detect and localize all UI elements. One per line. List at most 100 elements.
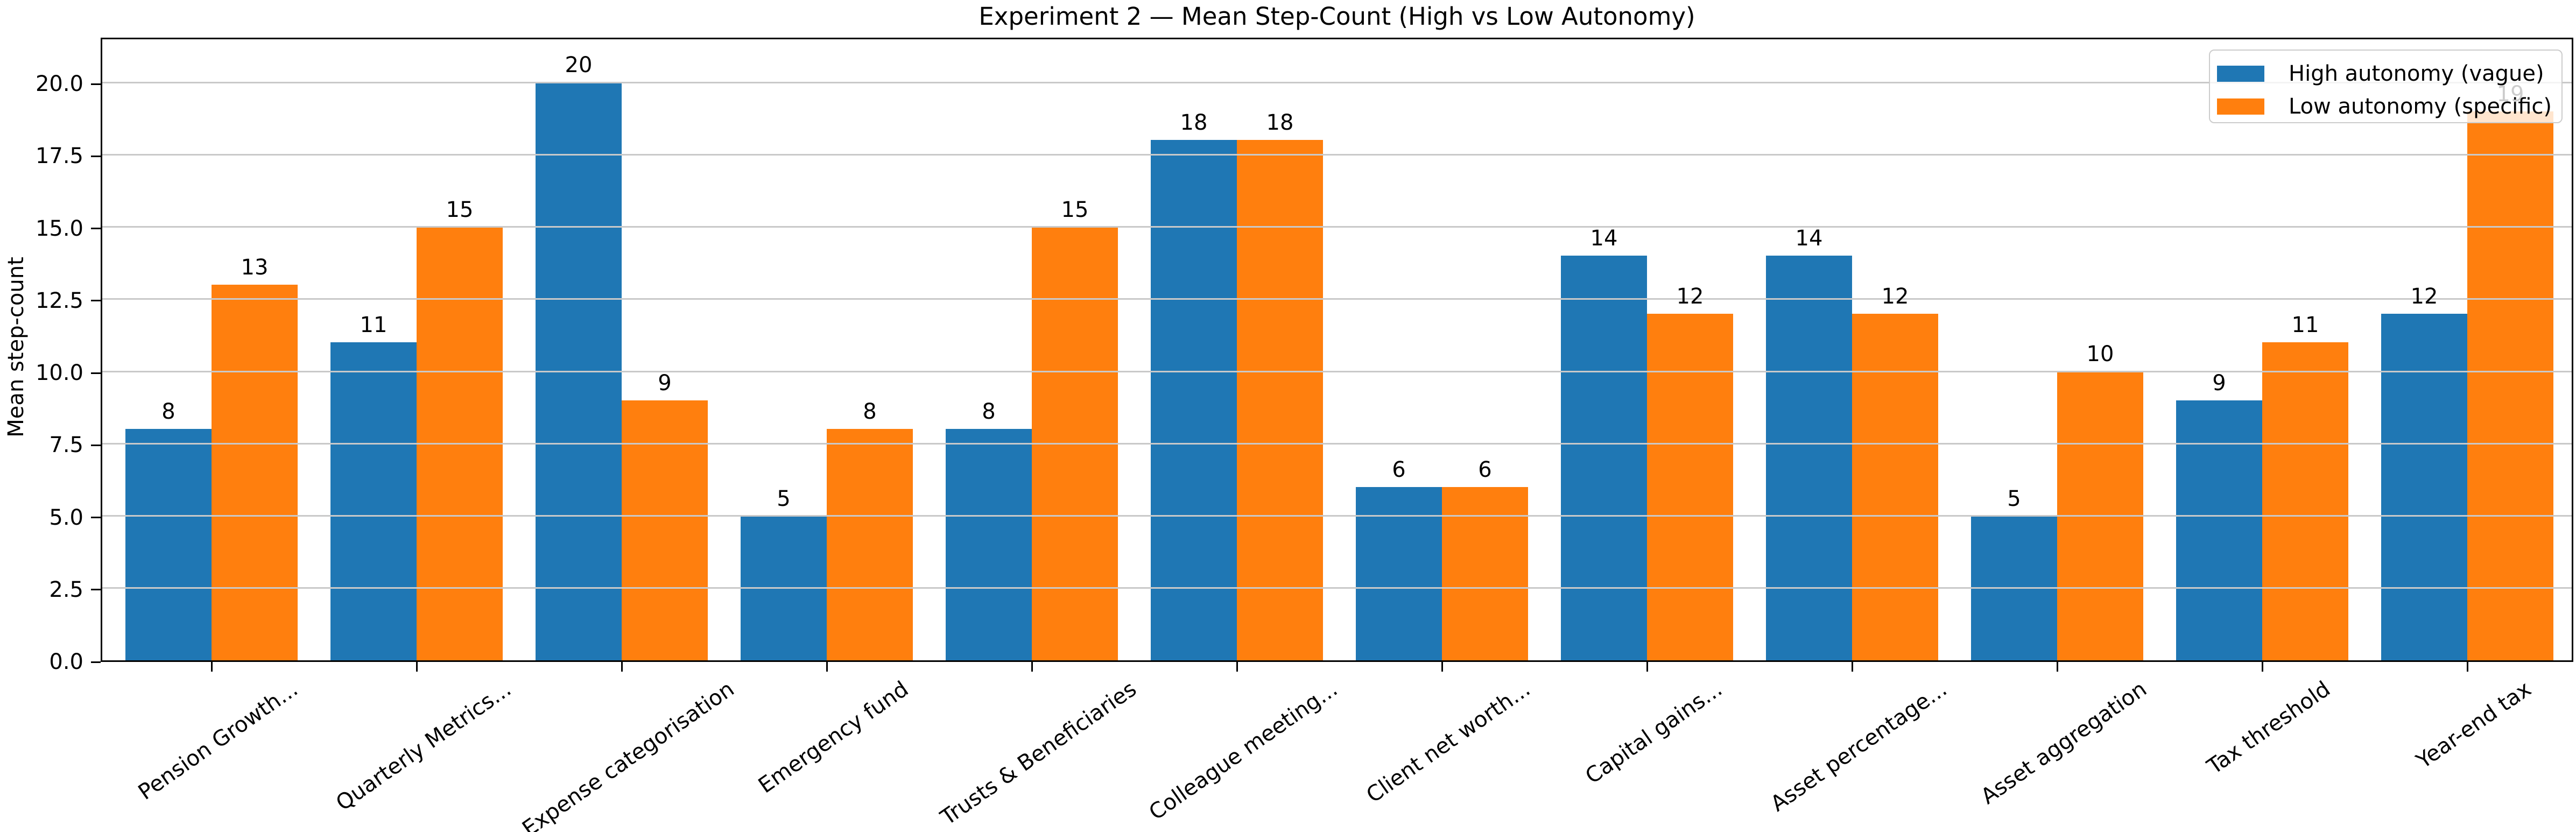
x-tick-label: Asset percentage... <box>1766 676 1952 817</box>
bar-value-label: 18 <box>1266 110 1294 136</box>
bar-value-label: 6 <box>1392 457 1406 482</box>
x-tick-label: Expense categorisation <box>518 676 739 832</box>
gridline <box>102 515 2572 517</box>
bar-value-label: 8 <box>863 399 877 425</box>
y-tick <box>91 589 101 591</box>
bar-value-label: 12 <box>2410 284 2438 309</box>
bar-value-label: 14 <box>1590 226 1618 251</box>
x-tick-label: Tax threshold <box>2203 676 2335 780</box>
x-tick <box>1441 662 1443 672</box>
x-tick <box>1851 662 1853 672</box>
y-tick <box>91 300 101 302</box>
bar-value-label: 12 <box>1881 284 1909 309</box>
x-tick <box>1646 662 1648 672</box>
bar-high-autonomy <box>1356 486 1442 660</box>
y-tick <box>91 444 101 446</box>
bar-value-label: 10 <box>2086 342 2114 366</box>
x-tick-label: Quarterly Metrics... <box>331 676 516 816</box>
chart-title: Experiment 2 — Mean Step-Count (High vs … <box>979 2 1695 31</box>
bar-low-autonomy <box>2262 342 2348 660</box>
x-tick <box>1031 662 1033 672</box>
bar-value-label: 11 <box>2291 313 2319 338</box>
bar-value-label: 9 <box>658 370 672 396</box>
legend-swatch <box>2217 98 2264 115</box>
y-tick <box>91 155 101 157</box>
bar-high-autonomy <box>1766 256 1852 660</box>
bar-low-autonomy <box>1442 486 1528 660</box>
legend-label: High autonomy (vague) <box>2289 61 2544 86</box>
bar-value-label: 15 <box>446 197 474 222</box>
y-tick <box>91 517 101 518</box>
y-tick <box>91 661 101 663</box>
legend-swatch <box>2217 65 2264 82</box>
bar-value-label: 5 <box>777 486 791 511</box>
bar-high-autonomy <box>2176 400 2262 660</box>
legend: High autonomy (vague) Low autonomy (speci… <box>2209 50 2563 123</box>
bar-high-autonomy <box>1151 140 1237 660</box>
legend-entry: High autonomy (vague) <box>2217 57 2561 90</box>
bar-low-autonomy <box>1647 313 1733 660</box>
bar-high-autonomy <box>946 429 1032 660</box>
x-tick <box>826 662 828 672</box>
bar-value-label: 6 <box>1478 457 1492 482</box>
bar-high-autonomy <box>1561 256 1647 660</box>
bar-low-autonomy <box>1852 313 1938 660</box>
y-tick <box>91 83 101 85</box>
gridline <box>102 298 2572 300</box>
gridline <box>102 81 2572 83</box>
bar-low-autonomy <box>827 429 913 660</box>
bar-value-label: 5 <box>2007 486 2021 511</box>
gridline <box>102 226 2572 228</box>
x-tick-label: Client net worth... <box>1362 676 1535 808</box>
x-tick-label: Asset aggregation <box>1976 676 2151 809</box>
x-tick <box>2056 662 2058 672</box>
y-tick-label: 20.0 <box>35 72 83 96</box>
bar-value-label: 12 <box>1676 284 1704 309</box>
x-tick-label: Year-end tax <box>2412 676 2536 774</box>
bar-value-label: 9 <box>2212 370 2226 396</box>
bar-high-autonomy <box>2381 313 2467 660</box>
plot-area: 811205818614145912131598151861212101119 <box>101 38 2573 662</box>
bar-value-label: 14 <box>1795 226 1823 251</box>
bar-value-label: 11 <box>360 313 388 338</box>
x-tick-label: Pension Growth... <box>134 676 303 805</box>
x-tick-label: Colleague meeting... <box>1144 676 1342 826</box>
bar-value-label: 18 <box>1180 110 1208 136</box>
y-axis-label: Mean step-count <box>4 257 29 438</box>
y-tick-label: 5.0 <box>49 505 83 530</box>
x-tick-label: Emergency fund <box>754 676 913 799</box>
x-tick <box>210 662 213 672</box>
bar-value-label: 8 <box>161 399 175 425</box>
bar-value-label: 13 <box>241 255 269 280</box>
legend-label: Low autonomy (specific) <box>2289 94 2552 119</box>
bar-high-autonomy <box>330 342 417 660</box>
bar-high-autonomy <box>125 429 212 660</box>
bar-value-label: 15 <box>1061 197 1089 222</box>
y-tick-label: 0.0 <box>49 650 83 674</box>
x-tick <box>416 662 418 672</box>
gridline <box>102 153 2572 156</box>
bar-value-label: 8 <box>982 399 996 425</box>
legend-entry: Low autonomy (specific) <box>2217 90 2561 123</box>
bar-low-autonomy <box>212 284 298 660</box>
bar-low-autonomy <box>622 400 708 660</box>
bar-value-label: 20 <box>565 53 593 77</box>
bar-low-autonomy <box>1237 140 1323 660</box>
gridline <box>102 370 2572 372</box>
y-tick-label: 17.5 <box>35 144 83 169</box>
x-tick-label: Trusts & Beneficiaries <box>936 676 1141 830</box>
y-tick-label: 7.5 <box>49 433 83 458</box>
x-tick <box>621 662 623 672</box>
gridline <box>102 442 2572 445</box>
gridline <box>102 587 2572 589</box>
y-tick-label: 10.0 <box>35 361 83 385</box>
x-tick <box>2466 662 2468 672</box>
x-tick <box>2261 662 2263 672</box>
y-tick-label: 12.5 <box>35 288 83 313</box>
y-tick-label: 15.0 <box>35 216 83 241</box>
x-tick <box>1236 662 1238 672</box>
bar-low-autonomy <box>2467 111 2553 660</box>
y-tick <box>91 228 101 229</box>
y-tick-label: 2.5 <box>49 577 83 602</box>
